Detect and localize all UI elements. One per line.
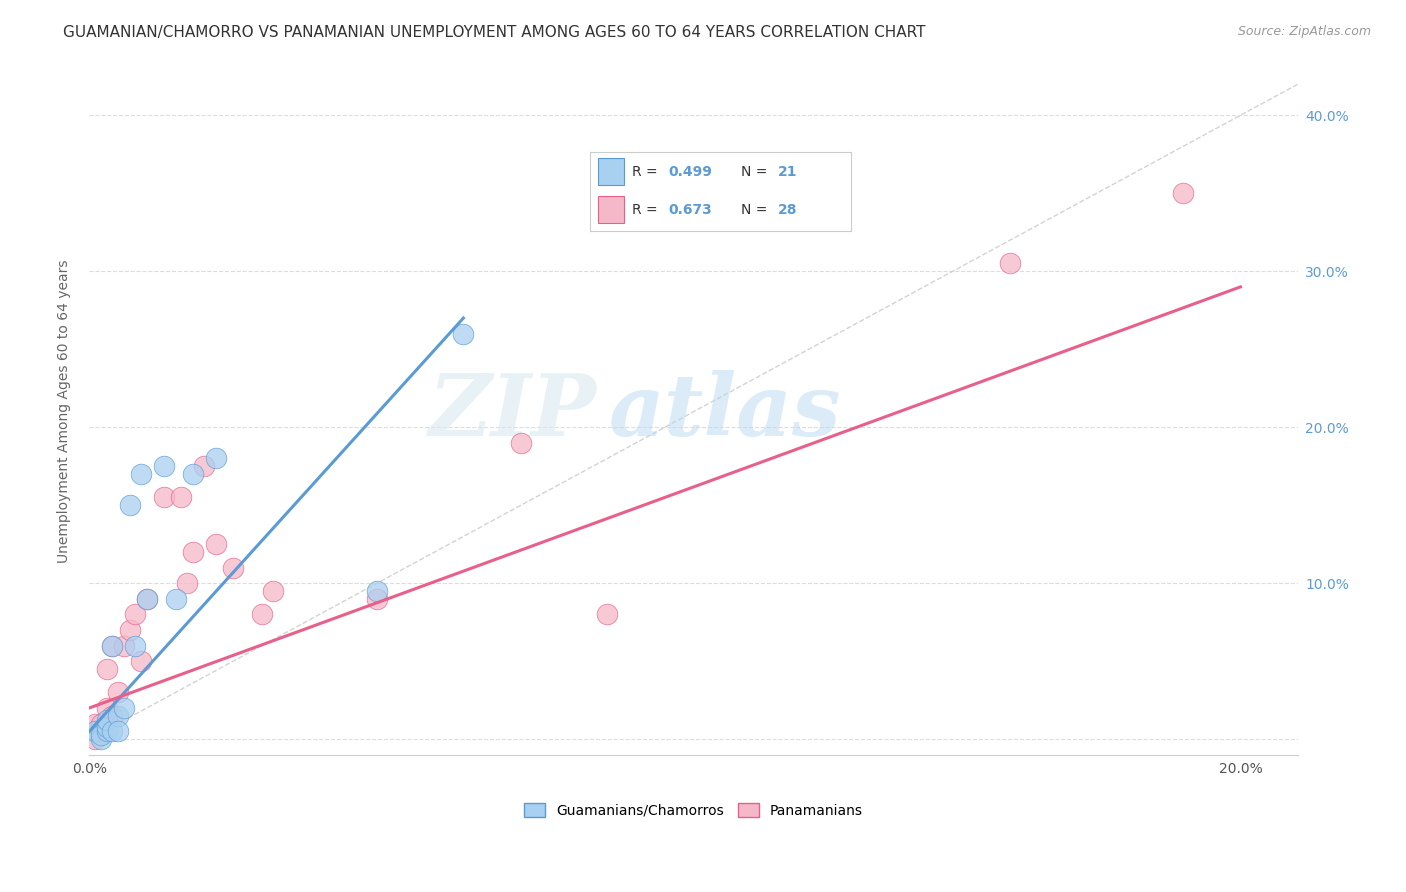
Text: atlas: atlas	[609, 370, 842, 453]
Legend: Guamanians/Chamorros, Panamanians: Guamanians/Chamorros, Panamanians	[519, 797, 869, 823]
Point	[96, 714, 118, 728]
Point	[101, 639, 124, 653]
Text: R =: R =	[631, 165, 662, 179]
Text: N =: N =	[741, 165, 772, 179]
Point	[129, 467, 152, 481]
Point	[118, 623, 141, 637]
Point	[1171, 186, 1194, 201]
Point	[107, 724, 129, 739]
Point	[262, 584, 284, 599]
Point	[96, 720, 118, 734]
Text: 21: 21	[778, 165, 797, 179]
Point	[250, 607, 273, 622]
Point	[107, 685, 129, 699]
Point	[193, 459, 215, 474]
Text: GUAMANIAN/CHAMORRO VS PANAMANIAN UNEMPLOYMENT AMONG AGES 60 TO 64 YEARS CORRELAT: GUAMANIAN/CHAMORRO VS PANAMANIAN UNEMPLO…	[63, 25, 925, 40]
Point	[366, 591, 388, 606]
Point	[90, 724, 112, 739]
Point	[129, 654, 152, 668]
Point	[96, 724, 118, 739]
Y-axis label: Unemployment Among Ages 60 to 64 years: Unemployment Among Ages 60 to 64 years	[58, 260, 72, 564]
Point	[101, 639, 124, 653]
Point	[596, 607, 619, 622]
Point	[165, 591, 187, 606]
Point	[101, 708, 124, 723]
FancyBboxPatch shape	[598, 196, 624, 223]
Point	[170, 491, 193, 505]
Point	[153, 459, 176, 474]
Text: N =: N =	[741, 203, 772, 217]
Point	[124, 639, 146, 653]
Text: 28: 28	[778, 203, 797, 217]
Point	[124, 607, 146, 622]
Text: R =: R =	[631, 203, 662, 217]
Point	[107, 708, 129, 723]
Point	[998, 256, 1021, 270]
Point	[181, 467, 204, 481]
Point	[153, 491, 176, 505]
Text: Source: ZipAtlas.com: Source: ZipAtlas.com	[1237, 25, 1371, 38]
Point	[101, 724, 124, 739]
Point	[205, 451, 228, 466]
Point	[222, 560, 245, 574]
Point	[510, 435, 533, 450]
Point	[366, 584, 388, 599]
Point	[205, 537, 228, 551]
Point	[84, 724, 107, 739]
Point	[181, 545, 204, 559]
Point	[90, 716, 112, 731]
Point	[135, 591, 157, 606]
Text: 0.499: 0.499	[668, 165, 713, 179]
Point	[112, 701, 135, 715]
Point	[176, 576, 198, 591]
Point	[135, 591, 157, 606]
Point	[84, 732, 107, 747]
Point	[112, 639, 135, 653]
Point	[453, 326, 475, 341]
Point	[96, 701, 118, 715]
Text: ZIP: ZIP	[429, 370, 598, 453]
Point	[90, 727, 112, 741]
Point	[118, 498, 141, 512]
FancyBboxPatch shape	[598, 158, 624, 185]
Point	[84, 716, 107, 731]
Point	[96, 662, 118, 676]
Point	[90, 732, 112, 747]
Text: 0.673: 0.673	[668, 203, 711, 217]
